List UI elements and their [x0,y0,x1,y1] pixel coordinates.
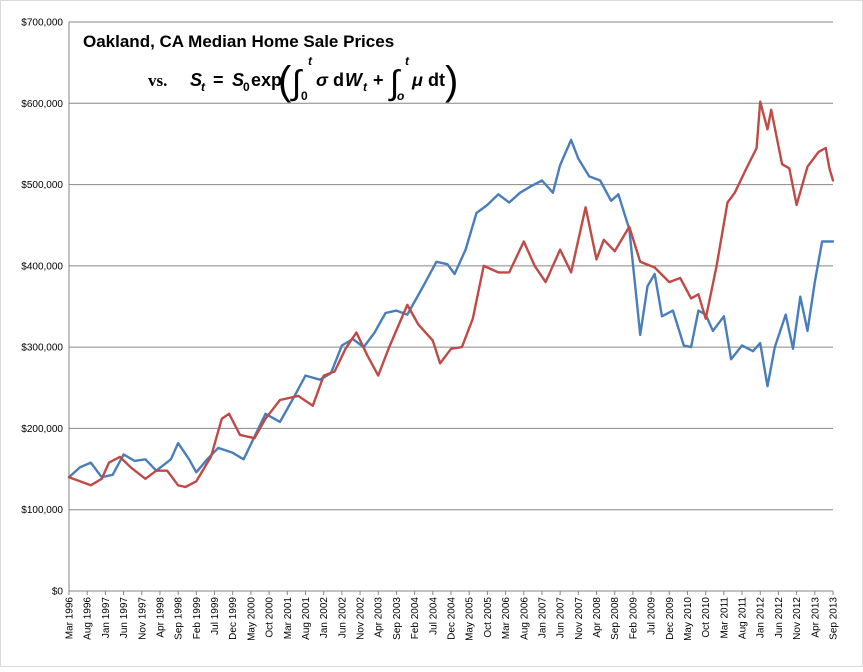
svg-text:∫: ∫ [290,64,303,102]
chart-subtitle: vs. S t = S 0 exp ( ∫ t 0 σ d W t + ∫ t … [148,54,458,103]
y-tick-label: $100,000 [21,505,63,516]
svg-text:d: d [333,70,344,90]
x-tick-label: Nov 2012 [792,597,803,640]
x-tick-label: Dec 2004 [447,597,458,640]
y-tick-label: $600,000 [21,99,63,110]
x-tick-label: May 2000 [246,597,257,641]
x-tick-label: Mar 2011 [719,597,730,639]
svg-text:=: = [213,70,224,90]
svg-text:t: t [201,80,206,94]
x-tick-label: Jun 2012 [774,597,785,639]
svg-text:exp: exp [251,70,282,90]
svg-text:S: S [190,70,202,90]
x-tick-label: Sep 2003 [392,597,403,640]
subtitle-prefix: vs. [148,71,167,90]
svg-text:): ) [445,59,458,103]
x-tick-label: Nov 2002 [356,597,367,640]
x-tick-label: Nov 1997 [137,597,148,640]
y-tick-label: $700,000 [21,18,63,29]
svg-text:dt: dt [428,70,445,90]
x-tick-label: Jan 1997 [101,597,112,639]
svg-text:(: ( [278,59,292,103]
x-tick-label: Aug 2011 [738,597,749,640]
axes [68,22,834,595]
x-tick-label: Jan 2007 [537,597,548,639]
x-tick-label: Jan 2002 [319,597,330,639]
x-tick-label: Jul 2009 [647,597,658,635]
x-tick-label: Mar 1996 [65,597,76,640]
svg-text:t: t [405,54,410,68]
formula-equation: S t = S 0 exp ( ∫ t 0 σ d W t + ∫ t o μ … [190,54,458,103]
y-tick-labels: $0 $100,000 $200,000 $300,000 $400,000 $500,0… [21,18,63,598]
svg-text:σ: σ [316,70,329,90]
x-tick-label: Feb 2004 [410,597,421,640]
svg-text:t: t [308,54,313,68]
x-tick-label: Jan 2012 [756,597,767,639]
x-tick-label: Mar 2001 [283,597,294,640]
svg-text:∫: ∫ [388,64,401,102]
svg-text:o: o [397,89,404,103]
x-tick-label: Aug 2001 [301,597,312,640]
x-tick-label: Oct 2000 [265,597,276,638]
y-tick-label: $200,000 [21,424,63,435]
x-tick-label: Feb 1999 [192,597,203,640]
series-line-2 [67,100,835,489]
chart-title: Oakland, CA Median Home Sale Prices [83,32,394,51]
svg-text:+: + [373,70,384,90]
svg-text:μ: μ [411,70,423,90]
x-tick-label: Feb 2009 [628,597,639,640]
x-tick-label: Sep 1998 [174,597,185,640]
series-lines [67,100,835,489]
x-tick-label: Apr 1998 [155,597,166,638]
gridlines [69,21,833,511]
x-tick-label: Nov 2007 [574,597,585,640]
y-tick-label: $0 [52,587,64,598]
x-tick-label: May 2010 [683,597,694,641]
x-tick-label: Aug 2006 [519,597,530,640]
x-tick-label: Dec 1999 [228,597,239,640]
x-tick-label: Oct 2005 [483,597,494,638]
x-tick-label: Jul 1999 [210,597,221,635]
x-tick-label: May 2005 [465,597,476,641]
x-tick-label: Oct 2010 [701,597,712,638]
x-tick-label: Apr 2003 [374,597,385,638]
x-tick-label: Dec 2009 [665,597,676,640]
x-tick-label: Sep 2013 [829,597,840,640]
y-tick-label: $400,000 [21,261,63,272]
x-tick-label: Jul 2004 [428,597,439,635]
svg-text:t: t [363,80,368,94]
x-tick-label: Jun 1997 [119,597,130,639]
y-tick-label: $300,000 [21,343,63,354]
svg-text:0: 0 [243,80,250,94]
y-tick-label: $500,000 [21,180,63,191]
svg-text:W: W [345,70,364,90]
svg-text:S: S [232,70,244,90]
x-tick-label: Apr 2013 [810,597,821,638]
x-tick-label: Apr 2008 [592,597,603,638]
x-tick-label: Mar 2006 [501,597,512,640]
x-tick-labels: Mar 1996 Aug 1996 Jan 1997 Jun 1997 Nov 1997… [65,597,840,641]
series-line-1 [67,138,835,479]
svg-text:0: 0 [301,89,308,103]
x-tick-label: Jun 2007 [556,597,567,639]
x-tick-label: Jun 2002 [337,597,348,639]
x-tick-label: Aug 1996 [83,597,94,640]
x-tick-label: Sep 2008 [610,597,621,640]
